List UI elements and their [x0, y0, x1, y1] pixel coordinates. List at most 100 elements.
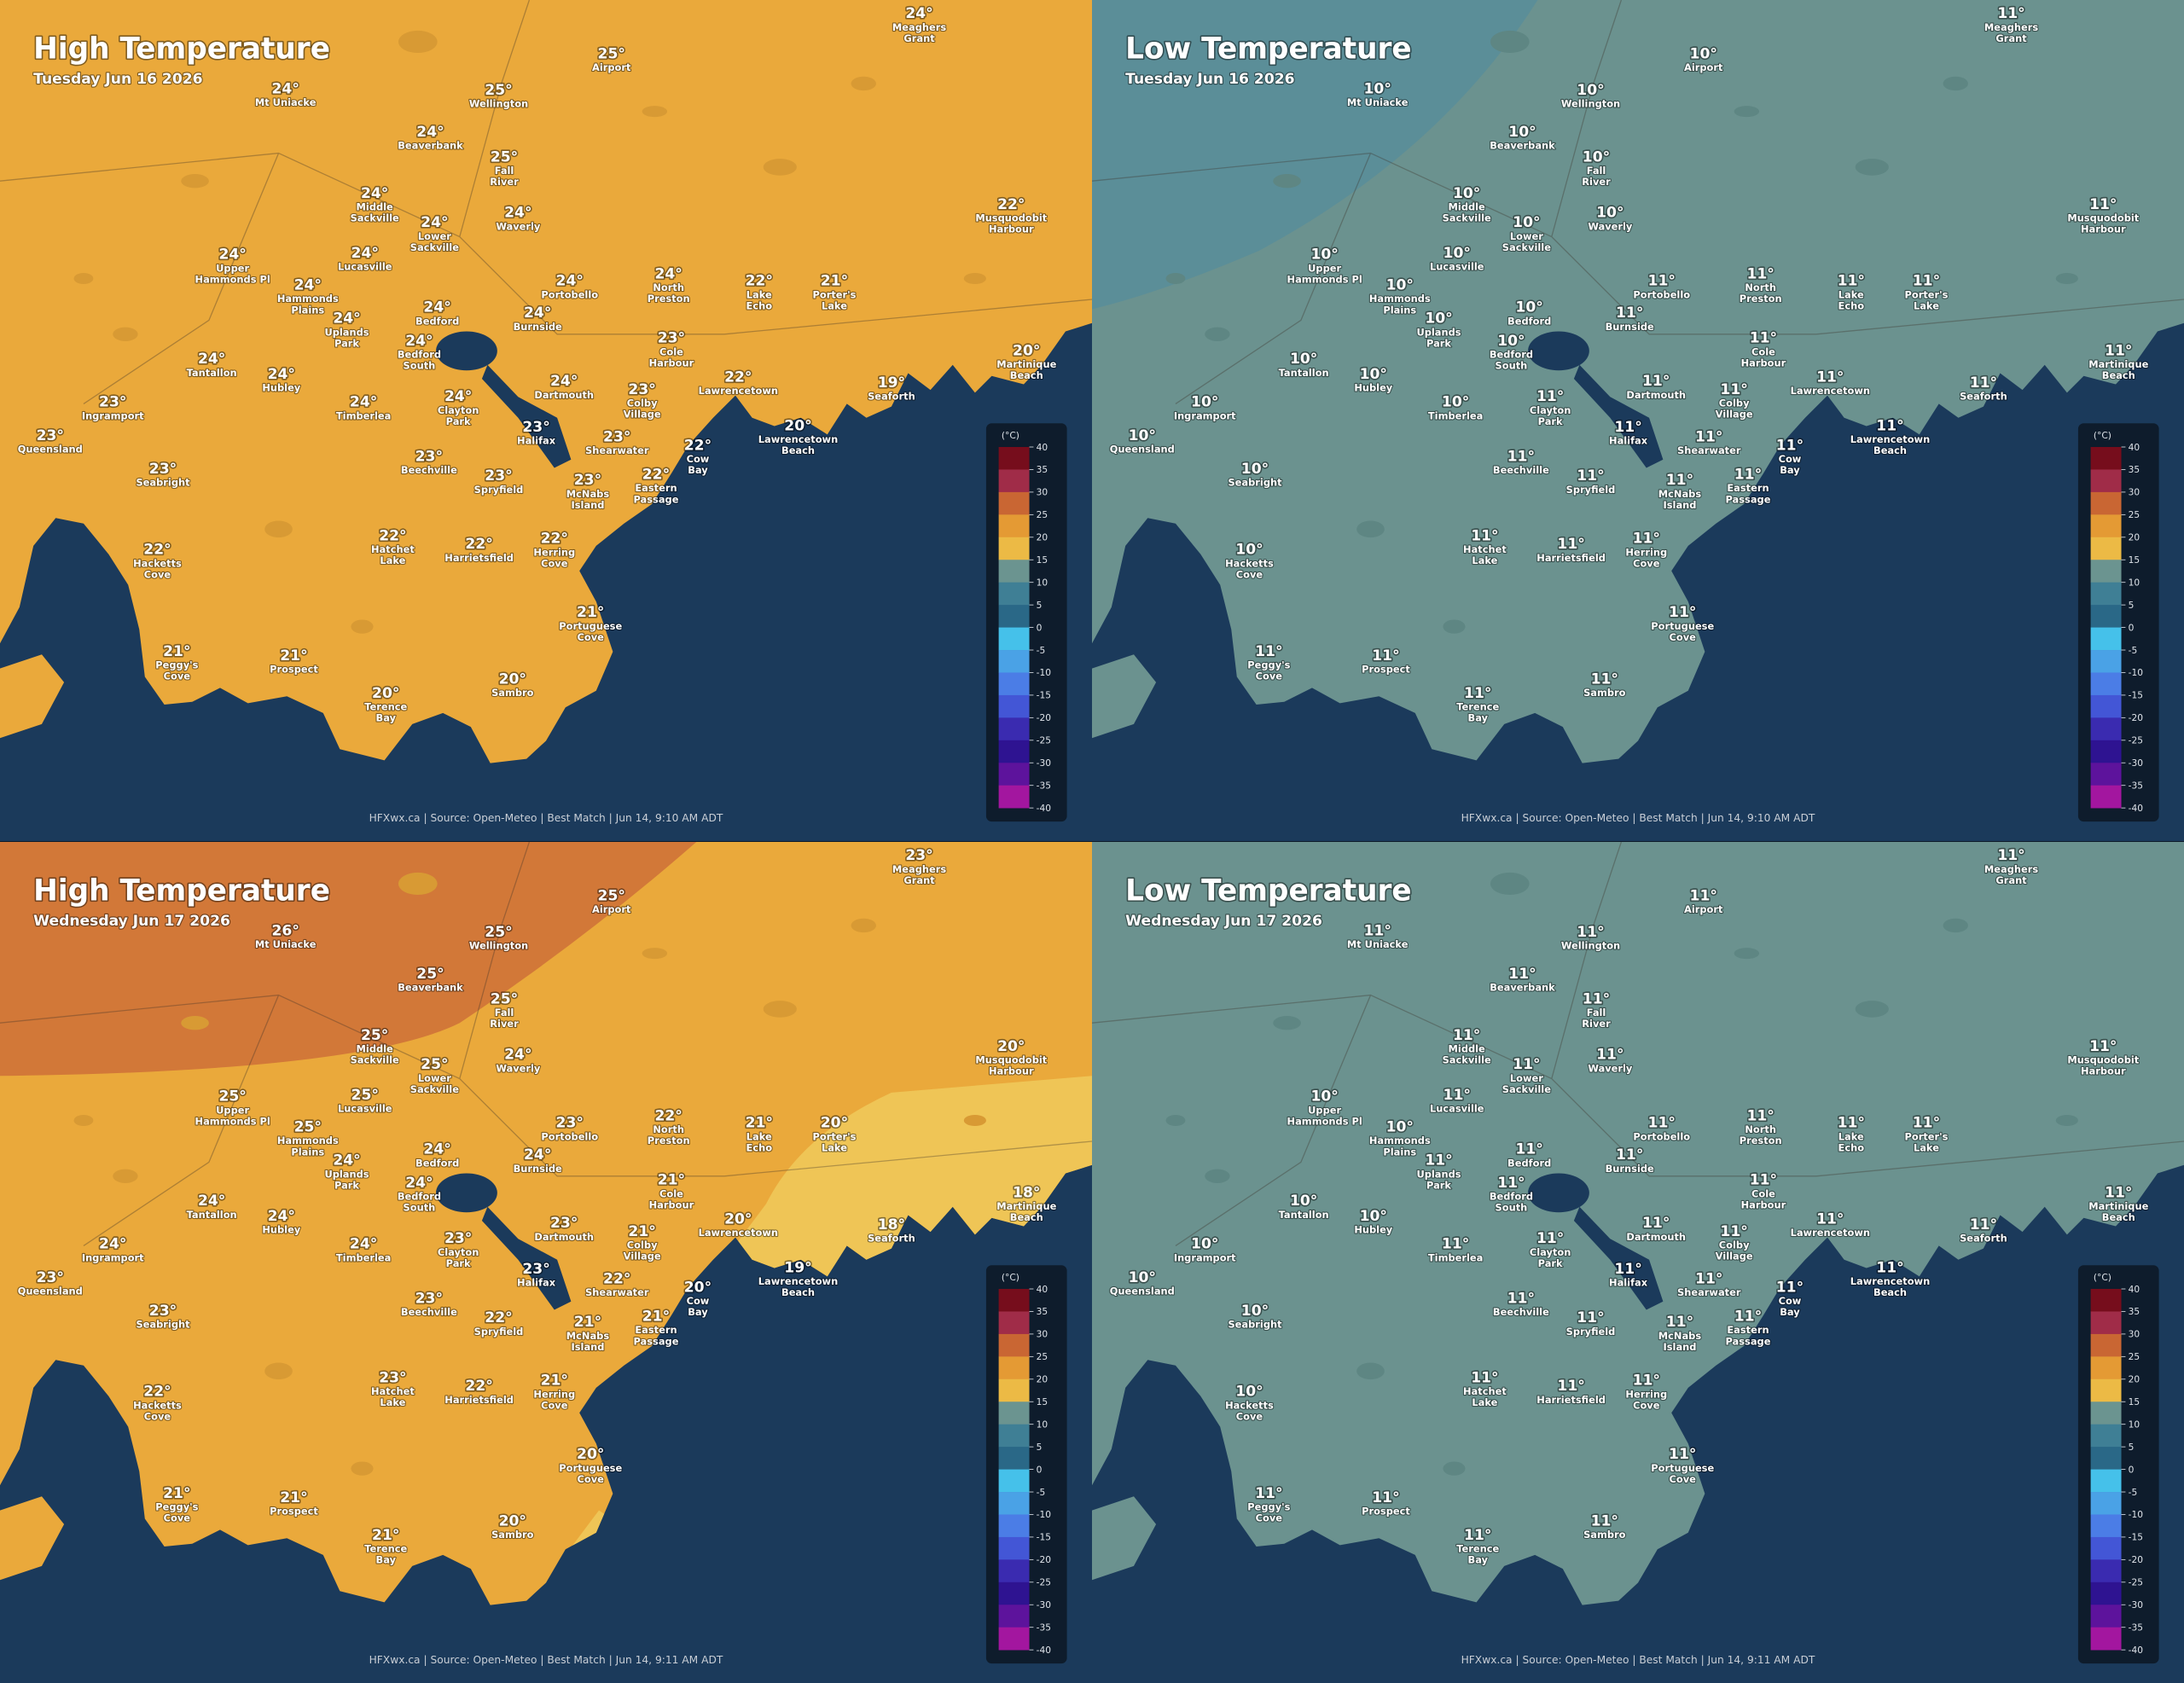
place-name: Hammonds Pl: [195, 1115, 270, 1127]
place-temperature: 26°: [271, 922, 299, 939]
place-temperature: 24°: [421, 214, 448, 231]
place-temperature: 11°: [1695, 428, 1722, 445]
place-temperature: 20°: [577, 1446, 604, 1463]
legend-swatch: [2090, 514, 2122, 538]
place-temperature: 11°: [1633, 531, 1660, 548]
place-name: Hammonds Pl: [1287, 273, 1362, 285]
legend-tick-label: 15: [2129, 1396, 2140, 1407]
place-temperature: 11°: [1690, 888, 1717, 905]
place-temperature: 11°: [1443, 1087, 1471, 1104]
place-name: Lake: [380, 554, 405, 566]
place-name: Lawrencetown: [1850, 433, 1930, 445]
place-name: Meaghers: [1984, 21, 2038, 33]
bedford-basin: [1528, 331, 1589, 371]
place-name: Shearwater: [1677, 444, 1741, 456]
place-temperature: 24°: [350, 1236, 377, 1253]
place-name: Seaforth: [1960, 391, 2007, 403]
place-name: Eastern: [635, 1324, 677, 1336]
lake: [851, 76, 876, 91]
lake: [642, 106, 668, 118]
place-name: North: [1745, 281, 1776, 293]
place-name: McNabs: [566, 1330, 610, 1342]
legend-swatch: [2090, 447, 2122, 470]
place-name: Lucasville: [1430, 1103, 1484, 1115]
legend-tick-label: -20: [2129, 1554, 2144, 1565]
place-temperature: 10°: [1360, 366, 1387, 383]
place-temperature: 21°: [628, 1223, 655, 1240]
place-temperature: 22°: [541, 531, 568, 548]
place-temperature: 11°: [1734, 467, 1762, 484]
place-temperature: 20°: [784, 417, 811, 434]
legend-swatch: [2090, 1559, 2122, 1583]
legend-swatch: [998, 1536, 1030, 1560]
place-temperature: 10°: [1191, 394, 1218, 411]
place-temperature: 10°: [1583, 148, 1610, 165]
legend-swatch: [998, 1605, 1030, 1628]
place-name: Upper: [216, 262, 249, 274]
place-name: Beach: [1010, 1211, 1043, 1223]
legend-tick-label: 20: [2129, 1374, 2140, 1385]
place-temperature: 23°: [99, 394, 126, 411]
lake: [1490, 872, 1530, 896]
place-name: Ingramport: [82, 1251, 144, 1263]
place-temperature: 24°: [361, 185, 388, 202]
legend: (°C) 40 35 30 25 20 15 10 5 0 -5 -10 -15 -20 -25 -30 -35…: [985, 1265, 1067, 1664]
legend-tick-label: 40: [1037, 442, 1048, 453]
place-temperature: 10°: [1129, 1269, 1156, 1286]
place-name: Hammonds Pl: [195, 273, 270, 285]
legend-swatch: [2090, 1605, 2122, 1628]
legend-tick-label: -25: [2129, 735, 2143, 746]
place-temperature: 11°: [1471, 1369, 1498, 1386]
place-temperature: 11°: [1669, 604, 1696, 621]
place-temperature: 23°: [37, 427, 64, 444]
place-name: Queensland: [1110, 444, 1175, 456]
place-temperature: 22°: [654, 1107, 682, 1124]
place-temperature: 11°: [1838, 273, 1865, 290]
place-name: Meaghers: [892, 21, 946, 33]
lake: [73, 1114, 94, 1127]
place-name: Peggy's: [1247, 1501, 1290, 1513]
place-name: Sambro: [1583, 1529, 1626, 1541]
place-name: Musquodobit: [975, 212, 1047, 224]
legend-tick-label: -30: [1037, 1599, 1052, 1610]
place-name: Fall: [1587, 165, 1606, 177]
place-temperature: 11°: [1838, 1115, 1865, 1132]
place-temperature: 24°: [524, 305, 551, 322]
legend-tick-label: -10: [2129, 667, 2144, 678]
place-temperature: 11°: [1642, 373, 1670, 390]
place-name: Lake: [822, 1141, 847, 1153]
lake: [642, 948, 668, 960]
place-name: Porter's: [1904, 288, 1948, 300]
place-name: Uplands: [324, 326, 369, 338]
panel-subtitle: Tuesday Jun 16 2026: [33, 71, 202, 88]
place-name: Cove: [1236, 1410, 1263, 1422]
place-name: River: [1582, 176, 1611, 188]
place-name: Middle: [1449, 201, 1486, 213]
place-temperature: 11°: [1497, 1175, 1525, 1192]
legend-swatch: [2090, 1514, 2122, 1538]
place-name: Tantallon: [187, 1209, 237, 1221]
place-temperature: 20°: [684, 1279, 712, 1296]
legend-swatch: [998, 694, 1030, 718]
place-temperature: 11°: [1876, 1259, 1903, 1276]
place-name: Uplands: [1416, 1168, 1461, 1180]
legend-swatch: [998, 514, 1030, 538]
legend-swatch: [998, 1333, 1030, 1357]
place-temperature: 11°: [1513, 1056, 1540, 1073]
legend-swatch: [2090, 1378, 2122, 1402]
place-temperature: 11°: [1557, 1378, 1584, 1395]
place-name: Hubley: [1354, 382, 1392, 394]
lake: [1734, 106, 1760, 118]
place-name: Sackville: [1443, 1054, 1491, 1066]
legend-swatch: [998, 627, 1030, 651]
place-name: Bay: [688, 1306, 708, 1318]
place-temperature: 10°: [1129, 427, 1156, 444]
place-name: Peggy's: [155, 1501, 198, 1513]
place-temperature: 10°: [1690, 46, 1717, 63]
place-temperature: 10°: [1497, 333, 1525, 350]
place-name: Herring: [1625, 1388, 1667, 1400]
place-temperature: 23°: [603, 428, 630, 445]
place-temperature: 25°: [421, 1056, 448, 1073]
legend-tick-label: 35: [2129, 1306, 2140, 1317]
